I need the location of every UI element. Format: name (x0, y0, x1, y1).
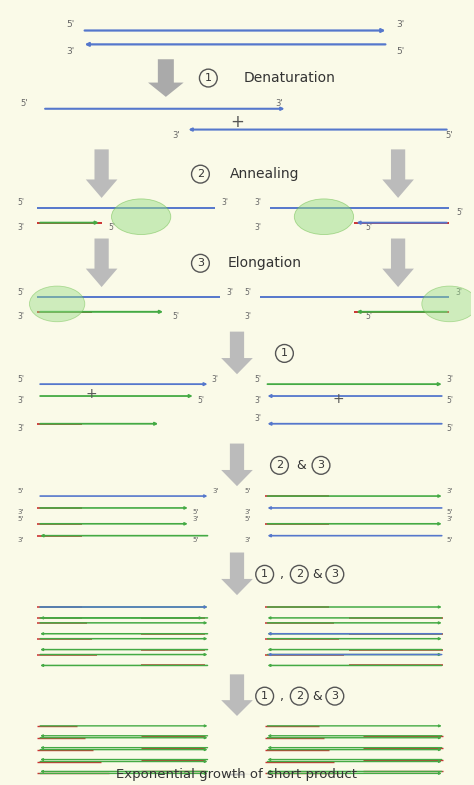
Text: 3': 3' (447, 516, 453, 522)
Text: 5': 5' (365, 223, 372, 232)
Text: 3': 3' (254, 199, 261, 207)
Text: 3': 3' (456, 287, 463, 297)
Text: 3': 3' (254, 396, 261, 406)
Polygon shape (221, 674, 253, 716)
Text: 5': 5' (446, 424, 453, 433)
Text: 5': 5' (245, 287, 251, 297)
Text: ,: , (281, 568, 284, 581)
Text: 1: 1 (261, 569, 268, 579)
Text: 5': 5' (197, 396, 204, 406)
Text: 5': 5' (18, 516, 24, 522)
Text: 3': 3' (276, 100, 283, 108)
Text: 5': 5' (447, 537, 453, 542)
Polygon shape (148, 59, 183, 97)
Text: &: & (312, 690, 322, 703)
Text: Elongation: Elongation (228, 256, 301, 270)
Polygon shape (86, 149, 118, 198)
Text: 3': 3' (17, 396, 24, 406)
Text: 5': 5' (456, 208, 463, 217)
Text: 3': 3' (254, 223, 261, 232)
Text: 3': 3' (18, 509, 24, 515)
Text: Denaturation: Denaturation (244, 71, 335, 85)
Text: 5': 5' (172, 312, 179, 321)
Text: 2: 2 (296, 569, 303, 579)
Text: +: + (86, 387, 98, 401)
Ellipse shape (29, 286, 85, 322)
Text: 3': 3' (245, 537, 251, 542)
Text: 3': 3' (192, 516, 199, 522)
Polygon shape (382, 239, 414, 287)
Ellipse shape (111, 199, 171, 235)
Text: ,: , (281, 690, 284, 703)
Text: 3': 3' (17, 424, 24, 433)
Text: 5': 5' (21, 100, 28, 108)
Text: 3: 3 (331, 691, 338, 701)
Text: 5': 5' (66, 20, 74, 29)
Text: &: & (296, 459, 306, 472)
Text: 5': 5' (192, 509, 199, 515)
Polygon shape (221, 331, 253, 374)
Text: 5': 5' (365, 312, 372, 321)
Text: 3': 3' (254, 414, 261, 423)
Text: &: & (312, 568, 322, 581)
Text: 3: 3 (331, 569, 338, 579)
Text: 3': 3' (245, 312, 251, 321)
Text: 3': 3' (18, 537, 24, 542)
Polygon shape (382, 149, 414, 198)
Text: 5': 5' (108, 223, 115, 232)
Text: 3': 3' (446, 374, 453, 384)
Polygon shape (221, 553, 253, 595)
Text: 5': 5' (192, 537, 199, 542)
Text: 3': 3' (172, 131, 180, 140)
Text: 3: 3 (197, 258, 204, 268)
Text: 5': 5' (17, 287, 24, 297)
Text: 5': 5' (245, 488, 251, 494)
Text: 1: 1 (261, 691, 268, 701)
Ellipse shape (294, 199, 354, 235)
Text: 5': 5' (446, 396, 453, 406)
Text: 5': 5' (18, 488, 24, 494)
Text: 3': 3' (17, 223, 24, 232)
Ellipse shape (422, 286, 474, 322)
Text: 5': 5' (17, 199, 24, 207)
Text: 3': 3' (245, 509, 251, 515)
Text: +: + (230, 112, 244, 130)
Text: 5': 5' (446, 131, 453, 140)
Text: 1: 1 (205, 73, 212, 83)
Text: 3': 3' (227, 287, 234, 297)
Text: +: + (333, 392, 345, 406)
Text: 3': 3' (17, 312, 24, 321)
Text: 3': 3' (447, 488, 453, 494)
Text: 5': 5' (254, 374, 261, 384)
Polygon shape (86, 239, 118, 287)
Text: 5': 5' (396, 47, 404, 56)
Text: 3': 3' (222, 199, 228, 207)
Text: 3': 3' (66, 47, 74, 56)
Text: Exponential growth of short product: Exponential growth of short product (117, 768, 357, 781)
Text: 2: 2 (276, 460, 283, 470)
Text: 2: 2 (296, 691, 303, 701)
Text: 3: 3 (318, 460, 325, 470)
Text: 5': 5' (245, 516, 251, 522)
Polygon shape (221, 444, 253, 486)
Text: Annealing: Annealing (230, 167, 300, 181)
Text: 3': 3' (396, 20, 404, 29)
Text: 3': 3' (212, 374, 219, 384)
Text: 2: 2 (197, 169, 204, 179)
Text: 3': 3' (212, 488, 219, 494)
Text: 5': 5' (17, 374, 24, 384)
Text: 1: 1 (281, 349, 288, 359)
Polygon shape (221, 773, 253, 776)
Text: 5': 5' (447, 509, 453, 515)
